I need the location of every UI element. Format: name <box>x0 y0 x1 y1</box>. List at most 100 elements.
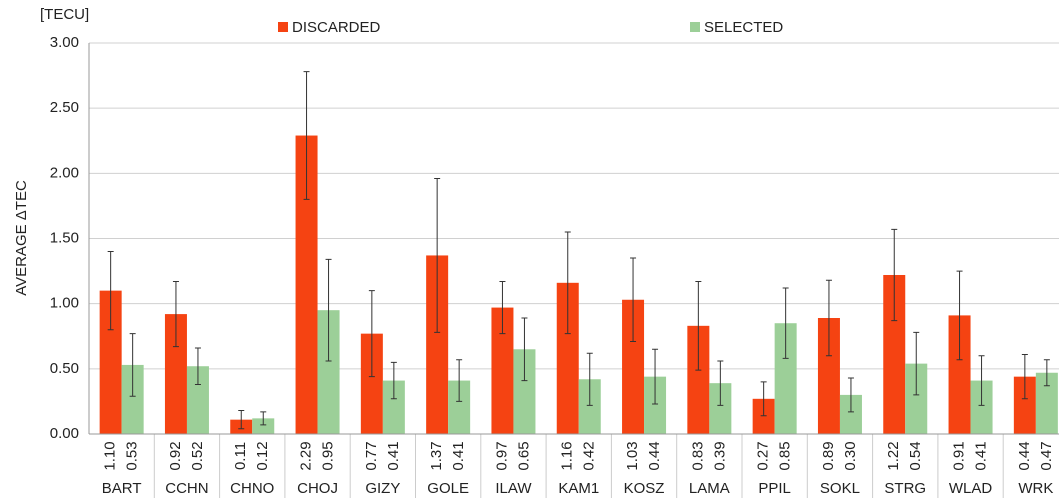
error-bar <box>564 231 571 335</box>
bar <box>121 364 144 434</box>
legend-swatch <box>278 22 288 32</box>
error-bar <box>913 331 920 396</box>
value-label: 0.97 <box>493 441 510 470</box>
legend-swatch <box>690 22 700 32</box>
legend-label: SELECTED <box>704 19 783 36</box>
x-tick-label: GIZY <box>365 480 400 497</box>
error-bar <box>695 281 702 371</box>
x-tick-label: WLAD <box>949 480 993 497</box>
error-bar <box>238 410 245 430</box>
error-bar <box>303 71 310 200</box>
error-bar <box>825 279 832 357</box>
y-tick-label: 1.50 <box>50 229 79 246</box>
bar <box>905 363 928 434</box>
x-tick-label: KOSZ <box>624 480 665 497</box>
error-bar <box>129 333 136 397</box>
value-label: 0.39 <box>711 441 728 470</box>
value-label: 2.29 <box>298 441 315 470</box>
error-bar <box>172 281 179 348</box>
bar <box>1035 372 1058 434</box>
value-label: 0.83 <box>689 441 706 470</box>
bar <box>491 307 514 434</box>
y-tick-label: 0.50 <box>50 360 79 377</box>
x-tick-label: BART <box>102 480 142 497</box>
value-label: 0.30 <box>842 441 859 470</box>
error-bar <box>1043 359 1050 387</box>
value-label: 0.44 <box>1016 441 1033 470</box>
y-tick-label: 0.00 <box>50 425 79 442</box>
x-tick-label: STRG <box>884 480 926 497</box>
value-label: 0.54 <box>907 441 924 470</box>
y-tick-label: 3.00 <box>50 34 79 51</box>
error-bar <box>717 360 724 406</box>
value-label: 1.37 <box>428 441 445 470</box>
x-tick-label: ILAW <box>495 480 532 497</box>
bar <box>774 323 797 434</box>
y-tick-label: 1.00 <box>50 295 79 312</box>
x-tick-label: CHNO <box>230 480 274 497</box>
error-bar <box>325 258 332 362</box>
value-label: 0.95 <box>320 441 337 470</box>
value-label: 0.65 <box>515 441 532 470</box>
value-label: 0.42 <box>581 441 598 470</box>
error-bar <box>499 281 506 335</box>
error-bar <box>434 178 441 333</box>
y-tick-label: 2.00 <box>50 164 79 181</box>
value-label: 0.47 <box>1038 441 1055 470</box>
bar <box>360 333 383 434</box>
error-bar <box>390 361 397 400</box>
value-label: 0.41 <box>385 441 402 470</box>
error-bar <box>630 257 637 342</box>
bar <box>883 274 906 434</box>
bar <box>752 398 775 434</box>
value-label: 0.77 <box>363 441 380 470</box>
value-label: 0.41 <box>450 441 467 470</box>
y-axis-label: AVERAGE ΔTEC <box>13 180 30 296</box>
error-bar <box>1021 353 1028 400</box>
bar <box>164 314 187 434</box>
value-label: 1.03 <box>624 441 641 470</box>
bar <box>513 349 536 434</box>
bar <box>970 380 993 434</box>
bar <box>948 315 971 434</box>
error-bar <box>760 381 767 417</box>
bar <box>382 380 405 434</box>
value-label: 0.12 <box>254 441 271 470</box>
value-label: 0.41 <box>973 441 990 470</box>
bar <box>1013 376 1036 434</box>
bar <box>687 325 710 434</box>
value-label: 0.27 <box>755 441 772 470</box>
value-label: 0.91 <box>951 441 968 470</box>
bar <box>817 318 840 434</box>
legend-label: DISCARDED <box>292 19 381 36</box>
value-label: 0.52 <box>189 441 206 470</box>
bar <box>578 379 601 434</box>
bar <box>99 290 122 434</box>
error-bar <box>782 287 789 359</box>
x-tick-label: GOLE <box>427 480 469 497</box>
value-label: 1.16 <box>559 441 576 470</box>
error-bar <box>652 348 659 405</box>
bar <box>622 299 645 434</box>
bar <box>556 282 579 434</box>
bar <box>295 135 318 434</box>
bar <box>426 255 449 434</box>
bar <box>644 376 667 434</box>
value-label: 0.85 <box>777 441 794 470</box>
value-label: 0.53 <box>124 441 141 470</box>
error-bar <box>107 251 114 331</box>
error-bar <box>368 290 375 378</box>
x-tick-label: WRK <box>1018 480 1053 497</box>
error-bar <box>891 228 898 322</box>
y-tick-label: 2.50 <box>50 99 79 116</box>
bar <box>839 394 862 434</box>
error-bar <box>260 411 267 426</box>
error-bar <box>586 352 593 406</box>
value-label: 0.11 <box>232 442 249 470</box>
error-bar <box>978 355 985 406</box>
x-tick-label: KAM1 <box>558 480 599 497</box>
value-label: 0.44 <box>646 441 663 470</box>
value-label: 0.92 <box>167 441 184 470</box>
x-tick-label: PPIL <box>758 480 791 497</box>
